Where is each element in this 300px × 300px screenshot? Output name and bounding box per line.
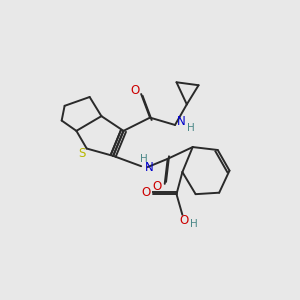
Text: O: O [142, 186, 151, 199]
Text: N: N [145, 161, 154, 174]
Text: O: O [130, 84, 139, 97]
Text: O: O [179, 214, 188, 226]
Text: H: H [190, 219, 197, 229]
Text: N: N [176, 115, 185, 128]
Text: S: S [79, 147, 86, 160]
Text: H: H [187, 123, 195, 133]
Text: H: H [140, 154, 148, 164]
Text: O: O [153, 180, 162, 193]
